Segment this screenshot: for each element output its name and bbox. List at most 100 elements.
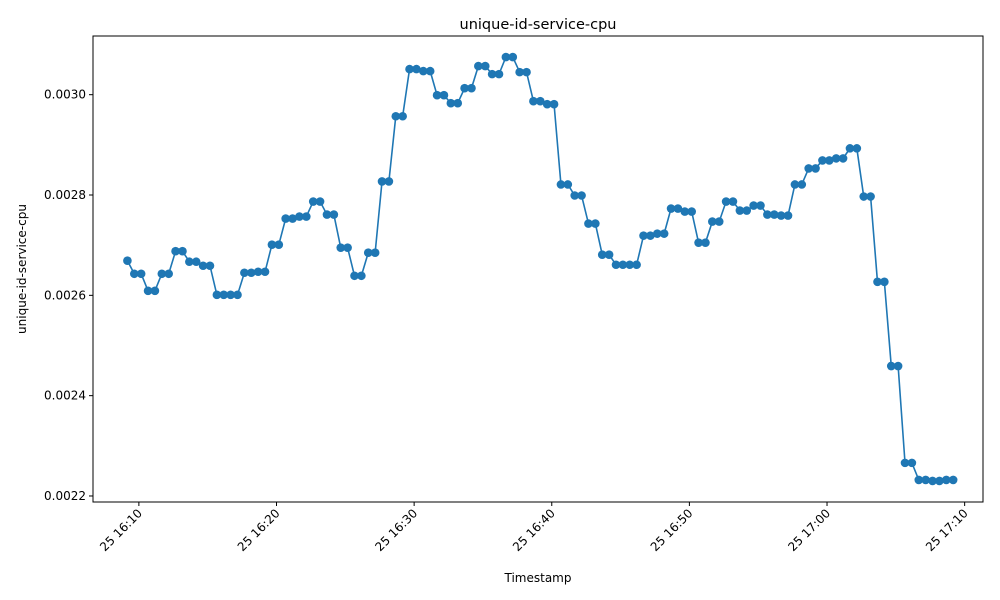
data-point [666,204,676,213]
data-point [652,229,662,238]
data-point [900,458,910,468]
data-point [343,243,352,252]
data-point [150,286,160,296]
data-point [714,217,724,226]
data-point [921,475,930,485]
data-point [419,66,428,76]
data-point [818,156,827,165]
data-point [790,180,800,189]
data-point [577,191,586,200]
data-point [783,211,793,220]
data-point [129,269,139,279]
y-tick-label: 0.0024 [44,389,86,403]
data-point [680,207,690,216]
data-point [123,256,132,266]
data-point [164,269,173,279]
data-point [432,90,442,100]
data-point [226,290,235,300]
data-point [288,214,297,223]
chart-title: unique-id-service-cpu [460,17,617,33]
data-point [191,257,201,267]
data-point [880,277,889,287]
data-point [701,238,710,247]
data-point [246,268,256,278]
data-point [529,96,538,106]
data-point [852,144,862,153]
data-point [776,211,786,220]
y-tick-label: 0.0028 [44,188,86,202]
data-point [474,61,483,71]
data-point [377,177,387,186]
data-point [460,83,469,93]
data-point [742,206,752,215]
data-point [494,69,504,79]
data-point [212,290,222,300]
data-point [708,217,717,226]
data-point [267,240,277,249]
data-point [522,67,531,77]
data-point [735,206,745,215]
x-axis-label: Timestamp [504,571,572,585]
data-point [721,197,731,206]
data-point [769,210,779,219]
data-point [866,192,875,201]
y-axis: 0.0022 0.0024 0.0026 0.0028 0.0030 [44,88,93,503]
data-point [281,214,290,223]
data-point [425,66,435,76]
data-point [350,271,359,281]
data-point [467,83,476,93]
data-point [797,180,807,189]
data-point [329,210,339,219]
data-point [763,210,772,219]
data-point [831,154,841,163]
data-point [570,191,579,200]
data-point [363,248,373,257]
data-point [315,197,325,206]
data-point [687,207,696,216]
data-point [591,219,600,228]
data-point [694,238,703,247]
data-point [942,475,951,485]
data-point [886,361,896,371]
data-point [453,98,463,108]
y-tick-label: 0.0030 [44,88,86,102]
data-point [157,269,167,279]
data-point [893,361,903,371]
data-point [625,260,635,270]
series-layer [123,52,958,486]
data-point [584,219,593,228]
data-point [618,260,628,270]
data-point [914,475,924,485]
data-point [253,267,263,277]
data-point [391,111,401,121]
data-point [322,210,332,219]
data-point [185,257,194,267]
data-point [136,269,146,279]
data-point [845,144,855,153]
y-tick-label: 0.0022 [44,489,86,503]
data-point [480,61,490,71]
data-point [859,192,869,201]
data-point [873,277,882,287]
data-point [749,201,758,210]
data-point [542,99,552,109]
data-point [556,180,566,189]
data-point [948,475,958,485]
data-point [659,229,669,238]
data-point [198,261,208,271]
data-point [597,250,607,259]
data-point [446,98,456,108]
data-point [370,248,380,257]
plot-frame [92,35,984,503]
data-point [756,201,765,210]
data-point [804,164,813,173]
data-point [549,99,559,109]
data-point [412,64,421,74]
data-point [398,111,407,121]
data-point [260,267,270,277]
data-point [935,476,944,486]
data-point [487,69,497,79]
data-point [274,240,284,249]
data-point [219,290,229,300]
